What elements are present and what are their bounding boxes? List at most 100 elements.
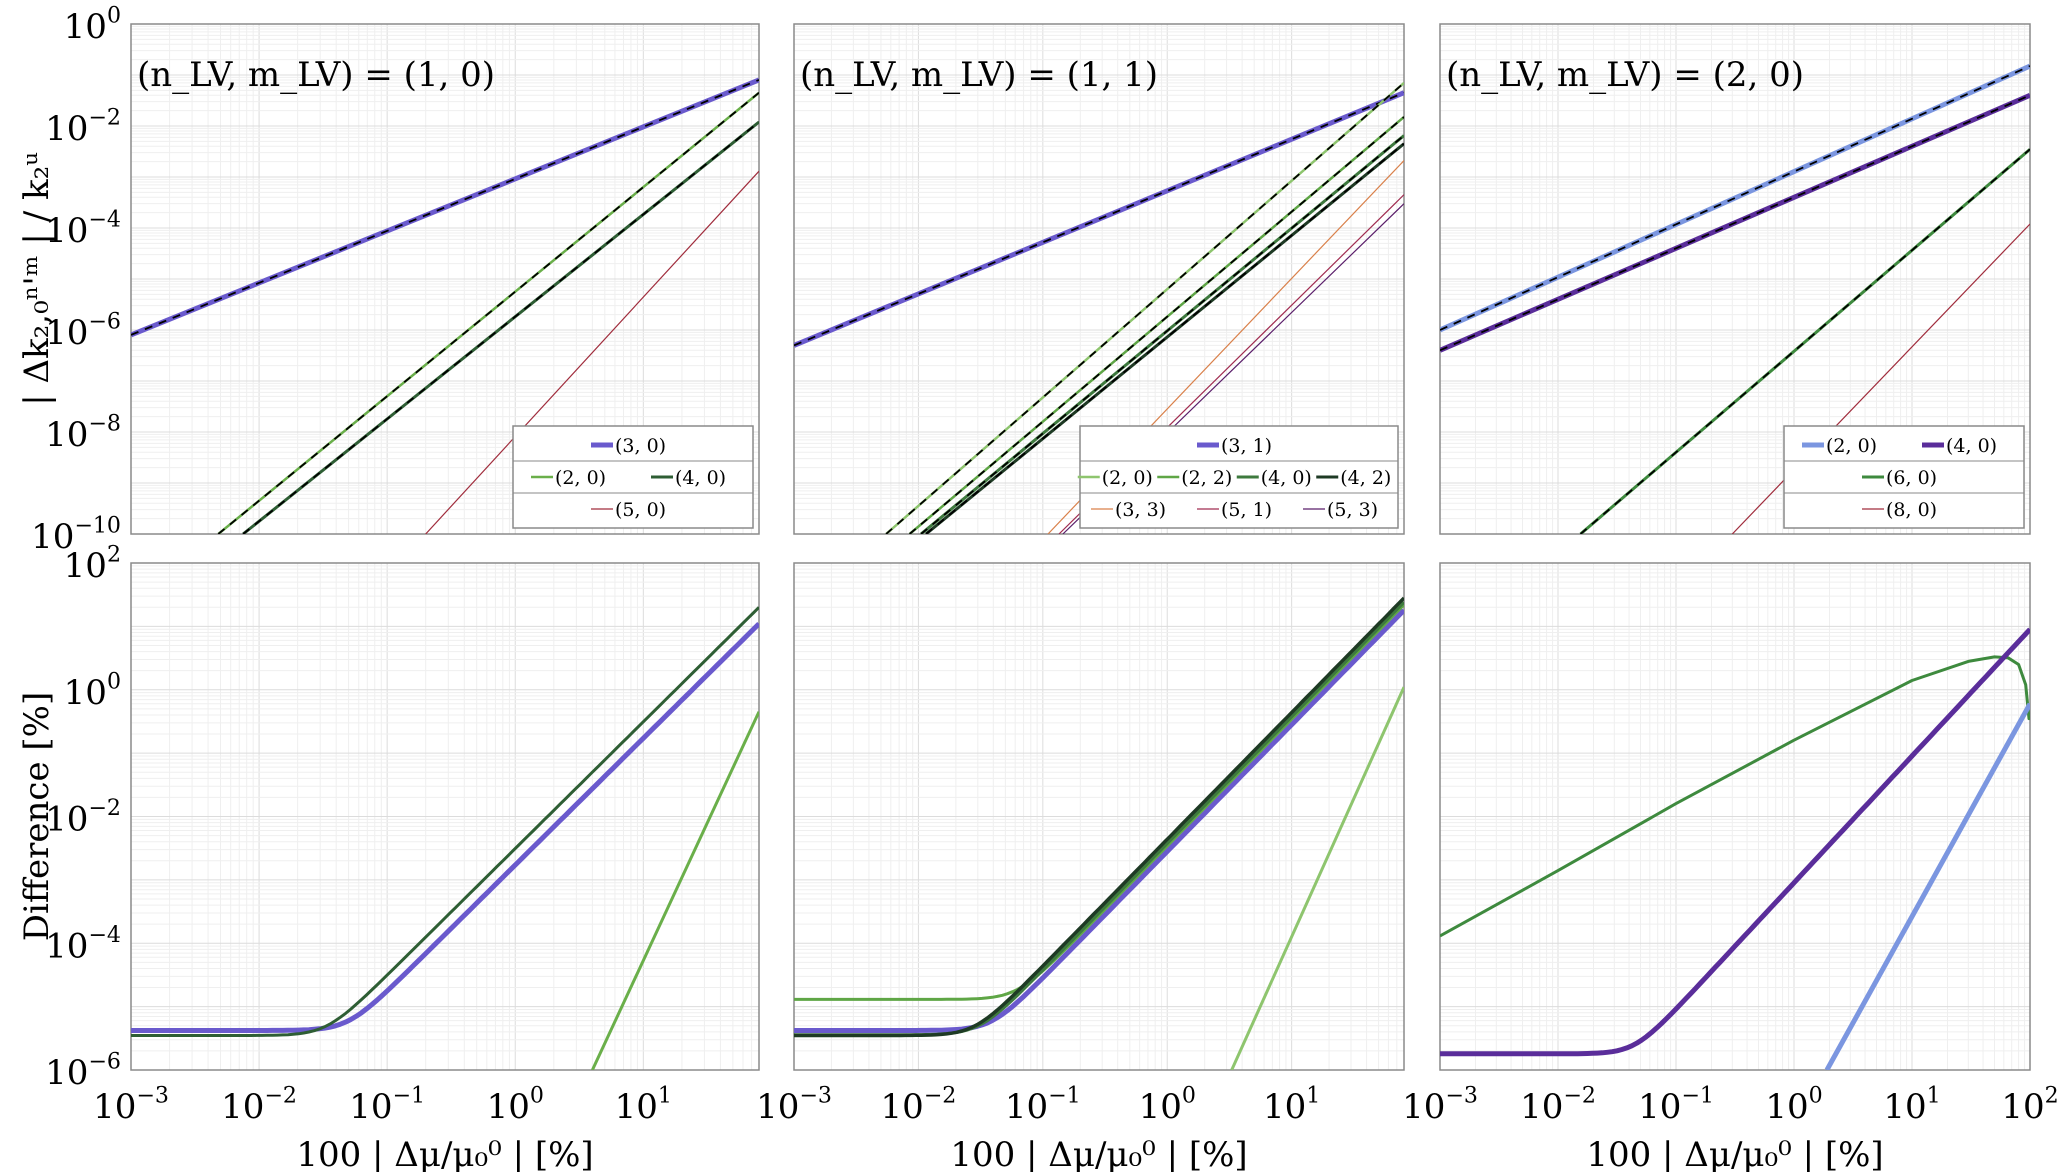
axes-frame [793,562,1405,1071]
x-tick-label: 101 [615,1083,672,1127]
y-axis-label: Difference [%] [17,692,57,942]
legend-label: (3, 1) [1221,435,1272,457]
panel-top-left: 100 10−2 10−4 10−6 10−8 10−10 | Δk₂,₀ⁿ'ᵐ | / k… [17,3,760,557]
series-line--2--2- [794,603,1404,1001]
series-dashed-overlay [1440,94,2030,352]
legend-label: (4, 2) [1340,467,1391,489]
x-tick-label: 100 [1139,1083,1196,1127]
series-group [794,81,1404,534]
legend-label: (5, 3) [1327,499,1378,521]
series-group [1440,627,2030,1070]
panel-title: (n_LV, m_LV) = (2, 0) [1446,55,1804,95]
legend-item: (5, 1) [1197,499,1272,521]
panel-bottom-right: 10−3 10−2 10−1 100 101 102 100 | Δμ/μ₀⁰ | [%] [1402,562,2059,1172]
legend-label: (2, 0) [1826,435,1877,457]
x-tick-label: 100 [487,1083,544,1127]
panel-top-right: (n_LV, m_LV) = (2, 0)(2, 0) (4, 0)(6, 0)(… [1439,23,2031,535]
x-tick-label: 100 [1765,1083,1822,1127]
series-line--3--1- [794,608,1404,1033]
x-tick-label: 10−3 [1402,1083,1478,1127]
series-dashed-overlay [909,116,1404,534]
y-tick-label: 10−2 [45,795,121,839]
grid [1439,562,2031,1071]
legend-item: (2, 0) [531,467,606,489]
legend-label: (3, 0) [615,435,666,457]
series-line--8--0- [1731,223,2030,534]
y-tick-label: 10−4 [45,207,121,251]
y-tick-label: 10−2 [45,105,121,149]
legend-item: (3, 1) [1197,435,1272,457]
series-dashed-overlay [885,82,1404,534]
y-tick-label: 10−10 [31,513,121,557]
legend-item: (4, 0) [651,467,726,489]
legend-label: (2, 0) [1102,467,1153,489]
series-group [131,606,759,1070]
grid [130,562,760,1071]
series-line--4--0- [1440,627,2030,1057]
series-line--4--0- [794,601,1404,1037]
x-tick-label: 10−1 [1638,1083,1714,1127]
series-dashed-overlay [925,143,1404,534]
legend-label: (4, 0) [675,467,726,489]
x-tick-label: 101 [1883,1083,1940,1127]
x-tick-label: 10−1 [349,1083,425,1127]
series-dashed-overlay [242,121,759,534]
legend-item: (8, 0) [1862,499,1937,521]
x-tick-label: 10−2 [880,1083,956,1127]
series-group [131,77,759,534]
legend-label: (5, 1) [1221,499,1272,521]
y-tick-label: 100 [64,668,121,712]
x-axis-label: 100 | Δμ/μ₀⁰ | [%] [1586,1135,1883,1172]
y-tick-label: 10−6 [45,1049,121,1093]
series-line--4--0- [920,134,1404,534]
legend-item: (4, 0) [1236,467,1312,489]
x-tick-label: 10−2 [1520,1083,1596,1127]
series-line--5--0- [425,170,759,534]
x-axis-label: 100 | Δμ/μ₀⁰ | [%] [296,1135,593,1172]
x-tick-label: 10−3 [93,1083,169,1127]
legend: (2, 0) (4, 0) (6, 0) (8, 0) [1783,425,2025,529]
legend-label: (2, 0) [555,467,606,489]
legend-label: (6, 0) [1886,467,1937,489]
series-line--2--0- [1824,702,2030,1070]
series-dashed-overlay [1440,65,2030,331]
legend-item: (4, 0) [1922,435,1997,457]
series-dashed-overlay [794,91,1404,347]
x-tick-label: 10−2 [221,1083,297,1127]
legend-item: (2, 0) [1802,435,1877,457]
axes-frame [130,23,760,535]
series-line--6--0- [1579,148,2030,534]
x-axis-label: 100 | Δμ/μ₀⁰ | [%] [950,1135,1247,1172]
series-dashed-overlay [131,79,759,336]
legend-label: (2, 2) [1181,467,1232,489]
series-line--2--0- [1230,686,1404,1070]
grid [793,562,1405,1071]
legend-item: (2, 0) [1077,467,1153,489]
x-tick-label: 101 [1263,1083,1320,1127]
axes-frame [793,23,1405,535]
panel-bottom-left: 102 100 10−2 10−4 10−610−3 10−2 10−1 100 101 100 … [17,542,760,1172]
legend-label: (5, 0) [615,499,666,521]
series-line--4--0- [131,606,759,1037]
x-tick-label: 102 [2001,1083,2058,1127]
legend-item: (2, 2) [1157,467,1232,489]
axes-frame [130,562,760,1071]
legend-label: (8, 0) [1886,499,1937,521]
legend-item: (4, 2) [1316,467,1391,489]
series-group [794,596,1404,1070]
series-line--6--0- [1440,655,2030,938]
panel-bottom-middle: 10−3 10−2 10−1 100 101 100 | Δμ/μ₀⁰ | [%] [756,562,1405,1172]
panel-title: (n_LV, m_LV) = (1, 0) [137,55,495,95]
legend-item: (5, 0) [591,499,666,521]
panel-title: (n_LV, m_LV) = (1, 1) [800,55,1158,95]
x-tick-label: 10−1 [1005,1083,1081,1127]
series-line--3--0- [131,622,759,1033]
axes-frame [1439,562,2031,1071]
y-tick-label: 10−6 [45,309,121,353]
legend-item: (3, 0) [591,435,666,457]
axes-frame [1439,23,2031,535]
x-tick-label: 10−3 [756,1083,832,1127]
legend: (3, 0) (2, 0) (4, 0) (5, 0) [512,425,754,529]
legend-label: (3, 3) [1115,499,1166,521]
